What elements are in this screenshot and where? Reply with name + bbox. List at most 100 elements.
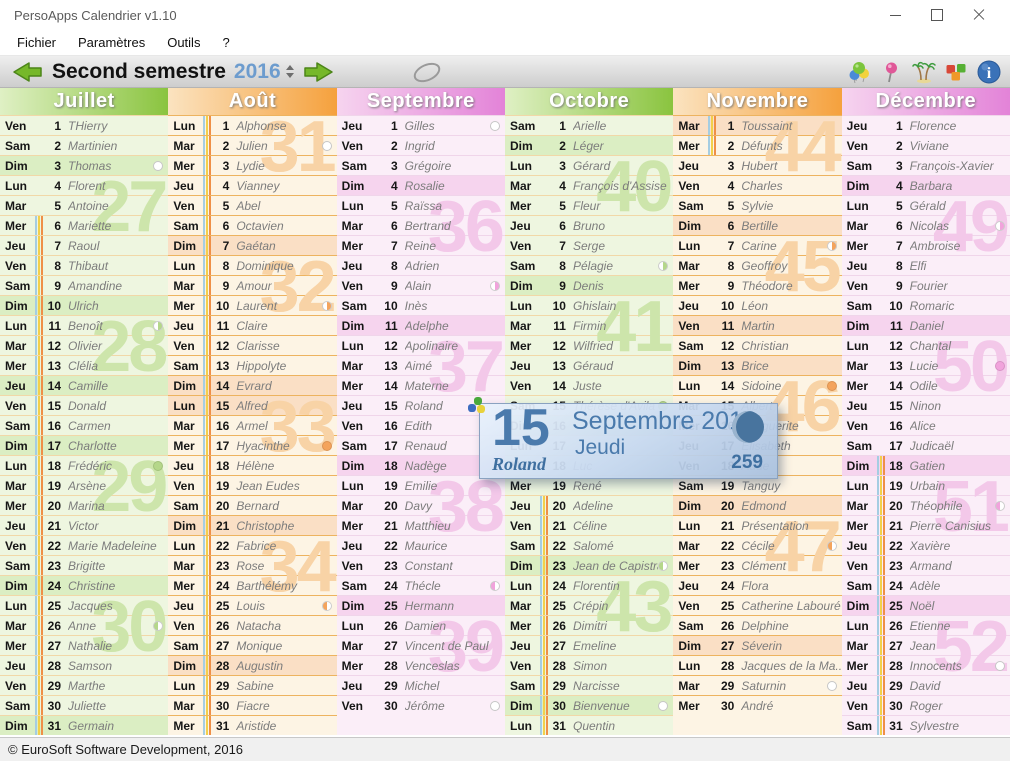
day-row[interactable]: Lun 29 Sabine xyxy=(168,675,337,695)
day-row[interactable]: Ven 16 Edith xyxy=(336,415,505,435)
next-period-button[interactable] xyxy=(302,60,338,84)
day-row[interactable]: Mer 28 Venceslas xyxy=(336,655,505,675)
day-row[interactable]: Mar 6 Nicolas xyxy=(841,215,1010,235)
day-row[interactable]: Mer 23 Clément xyxy=(673,555,842,575)
day-row[interactable]: Ven 9 Alain xyxy=(336,275,505,295)
day-row[interactable]: Mer 14 Odile xyxy=(841,375,1010,395)
day-row[interactable]: Dim 25 Hermann xyxy=(336,595,505,615)
day-row[interactable]: Sam 17 Renaud xyxy=(336,435,505,455)
day-row[interactable]: Sam 8 Pélagie xyxy=(504,255,674,275)
day-row[interactable]: Mer 2 Défunts xyxy=(673,135,842,155)
close-button[interactable] xyxy=(958,1,1000,29)
day-row[interactable]: Mar 5 Antoine xyxy=(0,195,169,215)
maximize-button[interactable] xyxy=(916,1,958,29)
day-row[interactable]: Mer 21 Pierre Canisius xyxy=(841,515,1010,535)
day-row[interactable]: Dim 10 Ulrich xyxy=(0,295,169,315)
day-row[interactable]: Lun 15 Alfred xyxy=(168,395,337,415)
day-row[interactable]: Mar 8 Geoffroy xyxy=(673,255,842,275)
day-row[interactable]: Ven 23 Armand xyxy=(841,555,1010,575)
day-row[interactable]: Mer 26 Dimitri xyxy=(504,615,674,635)
day-row[interactable]: Jeu 27 Emeline xyxy=(504,635,674,655)
day-row[interactable]: Jeu 6 Bruno xyxy=(504,215,674,235)
day-row[interactable]: Dim 23 Jean de Capistran xyxy=(504,555,674,575)
day-row[interactable]: Sam 22 Salomé xyxy=(504,535,674,555)
day-row[interactable]: Dim 27 Séverin xyxy=(673,635,842,655)
day-row[interactable]: Lun 26 Etienne xyxy=(841,615,1010,635)
year-spinner-down[interactable] xyxy=(285,73,294,78)
day-row[interactable]: Ven 15 Donald xyxy=(0,395,169,415)
minimize-button[interactable] xyxy=(874,1,916,29)
day-row[interactable]: Ven 16 Alice xyxy=(841,415,1010,435)
day-row[interactable]: Ven 30 Roger xyxy=(841,695,1010,715)
day-row[interactable]: Dim 9 Denis xyxy=(504,275,674,295)
day-row[interactable]: Lun 24 Florentin xyxy=(504,575,674,595)
day-row[interactable]: Mer 9 Théodore xyxy=(673,275,842,295)
menu-item-outils[interactable]: Outils xyxy=(167,35,201,50)
day-row[interactable]: Jeu 25 Louis xyxy=(168,595,337,615)
day-row[interactable]: Dim 24 Christine xyxy=(0,575,169,595)
day-row[interactable]: Ven 14 Juste xyxy=(504,375,674,395)
day-row[interactable]: Mar 2 Julien xyxy=(168,135,337,155)
day-row[interactable]: Lun 14 Sidoine xyxy=(673,375,842,395)
day-row[interactable]: Mer 30 André xyxy=(673,695,842,715)
day-row[interactable]: Mar 1 Toussaint xyxy=(673,115,842,135)
day-row[interactable]: Lun 10 Ghislain xyxy=(504,295,674,315)
day-row[interactable]: Ven 8 Thibaut xyxy=(0,255,169,275)
day-row[interactable]: Sam 12 Christian xyxy=(673,335,842,355)
day-row[interactable]: Sam 9 Amandine xyxy=(0,275,169,295)
day-row[interactable]: Lun 7 Carine xyxy=(673,235,842,255)
day-row[interactable]: Mer 3 Lydie xyxy=(168,155,337,175)
day-row[interactable]: Mer 13 Clélia xyxy=(0,355,169,375)
day-row[interactable]: Ven 7 Serge xyxy=(504,235,674,255)
previous-period-button[interactable] xyxy=(8,60,44,84)
day-row[interactable]: Dim 25 Noël xyxy=(841,595,1010,615)
day-row[interactable]: Dim 28 Augustin xyxy=(168,655,337,675)
pushpin-icon[interactable] xyxy=(880,60,904,84)
day-row[interactable]: Jeu 24 Flora xyxy=(673,575,842,595)
day-row[interactable]: Lun 25 Jacques xyxy=(0,595,169,615)
day-row[interactable]: Mar 6 Bertrand xyxy=(336,215,505,235)
day-row[interactable]: Sam 1 Arielle xyxy=(504,115,674,135)
day-row[interactable]: Mer 19 René xyxy=(504,475,674,495)
day-row[interactable]: Ven 22 Marie Madeleine xyxy=(0,535,169,555)
day-row[interactable]: Mar 9 Amour xyxy=(168,275,337,295)
day-row[interactable]: Lun 26 Damien xyxy=(336,615,505,635)
day-row[interactable]: Jeu 29 David xyxy=(841,675,1010,695)
day-row[interactable]: Lun 21 Présentation xyxy=(673,515,842,535)
day-row[interactable]: Dim 6 Bertille xyxy=(673,215,842,235)
day-row[interactable]: Sam 23 Brigitte xyxy=(0,555,169,575)
day-row[interactable]: Lun 11 Benoît xyxy=(0,315,169,335)
day-row[interactable]: Mer 14 Materne xyxy=(336,375,505,395)
day-row[interactable]: Sam 24 Adèle xyxy=(841,575,1010,595)
day-row[interactable]: Mar 11 Firmin xyxy=(504,315,674,335)
day-row[interactable]: Jeu 28 Samson xyxy=(0,655,169,675)
day-row[interactable]: Jeu 29 Michel xyxy=(336,675,505,695)
day-row[interactable]: Sam 10 Romaric xyxy=(841,295,1010,315)
day-row[interactable]: Lun 12 Chantal xyxy=(841,335,1010,355)
day-row[interactable]: Sam 13 Hippolyte xyxy=(168,355,337,375)
day-row[interactable]: Jeu 18 Hélène xyxy=(168,455,337,475)
year-value[interactable]: 2016 xyxy=(233,59,281,83)
day-row[interactable]: Ven 2 Ingrid xyxy=(336,135,505,155)
day-row[interactable]: Mar 29 Saturnin xyxy=(673,675,842,695)
menu-item-parametres[interactable]: Paramètres xyxy=(78,35,146,50)
day-row[interactable]: Lun 19 Emilie xyxy=(336,475,505,495)
day-row[interactable]: Sam 19 Tanguy xyxy=(673,475,842,495)
day-row[interactable]: Mer 6 Mariette xyxy=(0,215,169,235)
day-row[interactable]: Ven 12 Clarisse xyxy=(168,335,337,355)
day-row[interactable]: Sam 10 Inès xyxy=(336,295,505,315)
day-row[interactable]: Ven 9 Fourier xyxy=(841,275,1010,295)
day-row[interactable]: Ven 1 THierry xyxy=(0,115,169,135)
day-row[interactable]: Dim 14 Evrard xyxy=(168,375,337,395)
day-row[interactable]: Mar 13 Aimé xyxy=(336,355,505,375)
day-row[interactable]: Jeu 1 Gilles xyxy=(336,115,505,135)
day-row[interactable]: Mar 4 François d'Assise xyxy=(504,175,674,195)
day-row[interactable]: Jeu 10 Léon xyxy=(673,295,842,315)
day-row[interactable]: Jeu 8 Adrien xyxy=(336,255,505,275)
day-row[interactable]: Jeu 11 Claire xyxy=(168,315,337,335)
day-row[interactable]: Ven 30 Jérôme xyxy=(336,695,505,715)
day-row[interactable]: Mar 20 Théophile xyxy=(841,495,1010,515)
day-row[interactable]: Mer 17 Hyacinthe xyxy=(168,435,337,455)
day-row[interactable]: Sam 31 Sylvestre xyxy=(841,715,1010,735)
day-row[interactable]: Lun 5 Gérald xyxy=(841,195,1010,215)
